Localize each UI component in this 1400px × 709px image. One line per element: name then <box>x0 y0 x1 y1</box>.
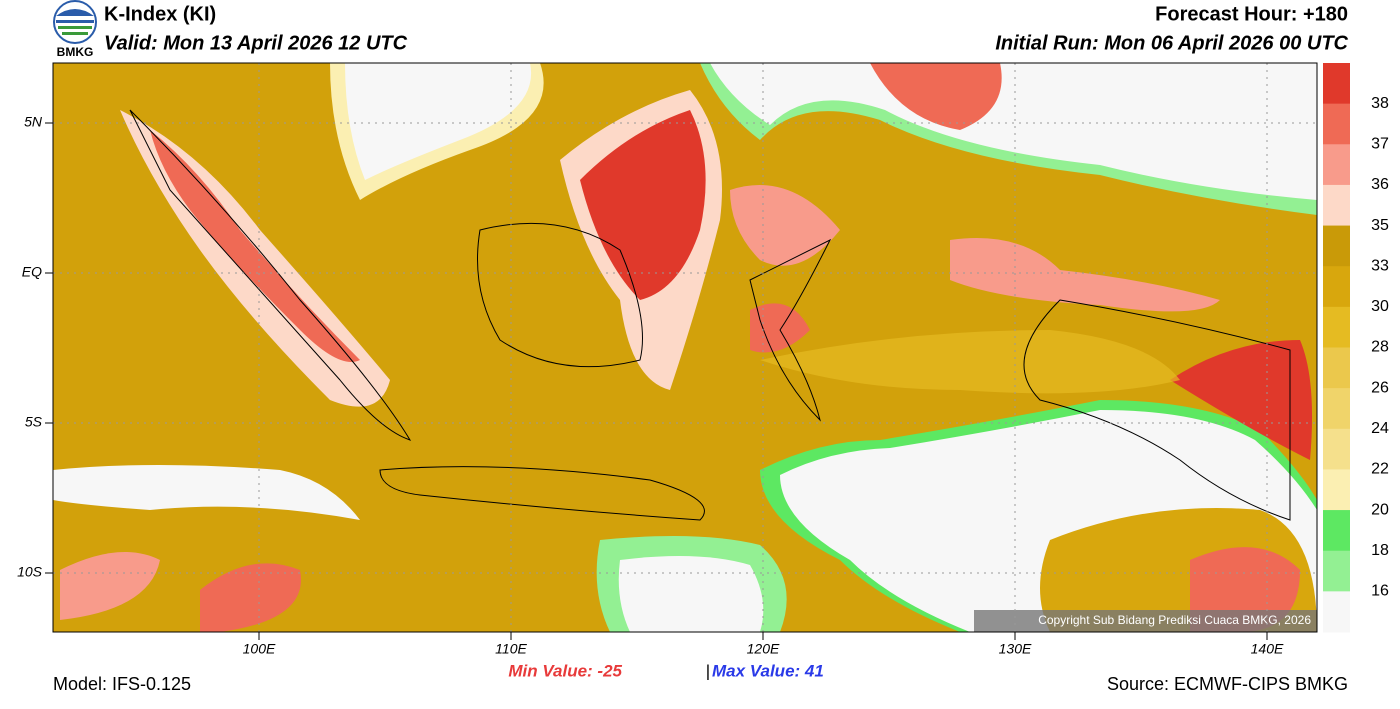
colorbar-swatch <box>1323 225 1350 267</box>
colorbar-label: 35 <box>1371 217 1389 234</box>
colorbar-label: 18 <box>1371 542 1389 559</box>
colorbar-label: 38 <box>1371 95 1389 112</box>
initial-run: Initial Run: Mon 06 April 2026 00 UTC <box>995 32 1348 54</box>
colorbar-label: 30 <box>1371 298 1389 315</box>
map-field: Copyright Sub Bidang Prediksi Cuaca BMKG… <box>53 63 1317 632</box>
colorbar-label: 16 <box>1371 583 1389 600</box>
graticule: 5N EQ 5S 10S 100E 110E 120E 130E 140E <box>17 63 1317 657</box>
colorbar: 38 37 36 35 33 30 28 26 24 22 20 18 16 <box>1323 63 1389 633</box>
colorbar-swatch <box>1323 144 1350 186</box>
lon-label: 130E <box>999 641 1032 657</box>
colorbar-label: 24 <box>1371 420 1389 437</box>
colorbar-swatch <box>1323 428 1350 470</box>
lat-label: 5S <box>25 414 43 430</box>
lon-label: 110E <box>495 641 527 657</box>
colorbar-label: 20 <box>1371 501 1389 518</box>
lat-label: 10S <box>17 564 43 580</box>
colorbar-label: 37 <box>1371 136 1389 153</box>
colorbar-swatch <box>1323 510 1350 552</box>
lon-label: 120E <box>747 641 780 657</box>
valid-time: Valid: Mon 13 April 2026 12 UTC <box>104 32 408 54</box>
colorbar-swatch <box>1323 591 1350 633</box>
colorbar-label: 33 <box>1371 257 1389 274</box>
colorbar-swatch <box>1323 266 1350 308</box>
colorbar-swatch <box>1323 306 1350 348</box>
lat-label: EQ <box>22 264 42 280</box>
forecast-hour: Forecast Hour: +180 <box>1155 3 1348 25</box>
colorbar-label: 26 <box>1371 379 1389 396</box>
model: Model: IFS-0.125 <box>53 674 191 694</box>
colorbar-label: 22 <box>1371 461 1389 478</box>
lon-label: 140E <box>1251 641 1284 657</box>
copyright: Copyright Sub Bidang Prediksi Cuaca BMKG… <box>1038 613 1311 627</box>
source: Source: ECMWF-CIPS BMKG <box>1107 674 1348 694</box>
logo: BMKG <box>53 0 97 59</box>
min-value: Min Value: -25 <box>508 661 622 680</box>
colorbar-label: 28 <box>1371 339 1389 356</box>
colorbar-swatch <box>1323 550 1350 592</box>
separator: | <box>706 661 710 680</box>
map-frame <box>52 62 1318 633</box>
max-value: Max Value: 41 <box>712 661 824 680</box>
lon-label: 100E <box>243 641 276 657</box>
lat-label: 5N <box>24 114 43 130</box>
colorbar-swatch <box>1323 184 1350 227</box>
colorbar-label: 36 <box>1371 176 1389 193</box>
colorbar-swatch <box>1323 347 1350 389</box>
colorbar-swatch <box>1323 469 1350 511</box>
colorbar-swatch <box>1323 388 1350 430</box>
logo-text: BMKG <box>57 45 94 59</box>
colorbar-swatch <box>1323 63 1350 105</box>
colorbar-swatch <box>1323 103 1350 145</box>
title: K-Index (KI) <box>104 3 216 25</box>
